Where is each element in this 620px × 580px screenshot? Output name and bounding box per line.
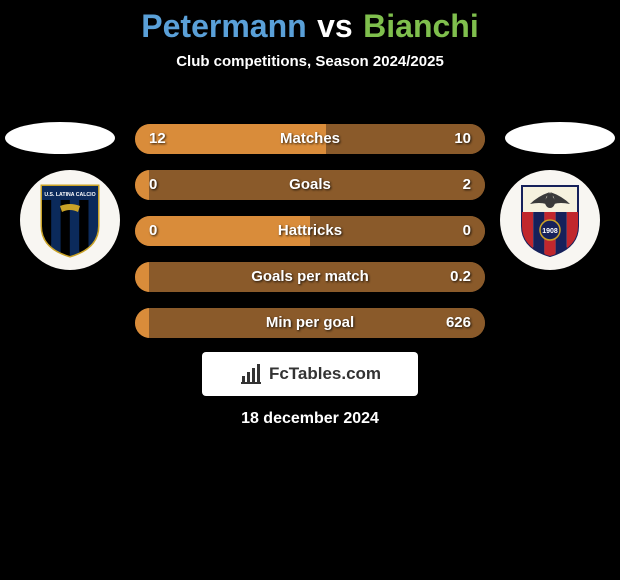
- stat-label: Hattricks: [135, 216, 485, 246]
- stat-label: Matches: [135, 124, 485, 154]
- stat-row: 626Min per goal: [135, 308, 485, 338]
- attribution-badge: FcTables.com: [202, 352, 418, 396]
- stat-label: Goals: [135, 170, 485, 200]
- crest-left: U.S. LATINA CALCIO: [20, 170, 120, 270]
- stat-row: 0.2Goals per match: [135, 262, 485, 292]
- player-right-photo-placeholder: [505, 122, 615, 154]
- vs-label: vs: [317, 8, 353, 44]
- date-label: 18 december 2024: [0, 410, 620, 428]
- crest-left-label: U.S. LATINA CALCIO: [44, 192, 95, 198]
- crest-right-year: 1908: [542, 228, 558, 235]
- stat-row: 02Goals: [135, 170, 485, 200]
- crest-right-shield: 1908: [518, 182, 582, 258]
- title-row: Petermann vs Bianchi: [0, 0, 620, 45]
- stat-row: 1210Matches: [135, 124, 485, 154]
- stat-row: 00Hattricks: [135, 216, 485, 246]
- player-left-photo-placeholder: [5, 122, 115, 154]
- crest-right: 1908: [500, 170, 600, 270]
- stat-label: Goals per match: [135, 262, 485, 292]
- stat-bars: 1210Matches 02Goals 00Hattricks 0.2Goals pe…: [135, 124, 485, 354]
- attribution-label: FcTables.com: [269, 364, 381, 384]
- stat-label: Min per goal: [135, 308, 485, 338]
- player-right-name: Bianchi: [363, 8, 479, 45]
- bar-chart-icon: [239, 362, 263, 386]
- crest-left-shield: U.S. LATINA CALCIO: [38, 182, 102, 258]
- player-left-name: Petermann: [141, 8, 306, 45]
- subtitle: Club competitions, Season 2024/2025: [0, 53, 620, 70]
